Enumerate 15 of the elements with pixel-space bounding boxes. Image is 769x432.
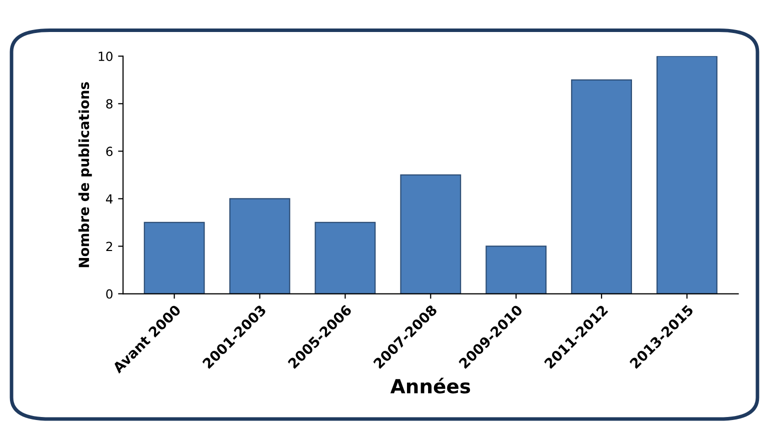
bar [486,246,547,294]
y-axis-title: Nombre de publications [78,82,92,268]
bar [144,222,205,294]
y-tick-label: 10 [98,52,112,62]
y-tick-label: 2 [106,242,112,251]
y-tick-label: 6 [106,146,113,156]
bar [656,56,718,294]
bar [314,222,376,294]
bar [400,174,462,294]
y-tick-label: 4 [106,194,113,204]
bar [571,79,632,294]
y-tick-label: 8 [106,99,112,109]
y-tick-label: 0 [106,289,112,299]
x-axis-title: Années [390,378,470,394]
bar [229,198,290,294]
